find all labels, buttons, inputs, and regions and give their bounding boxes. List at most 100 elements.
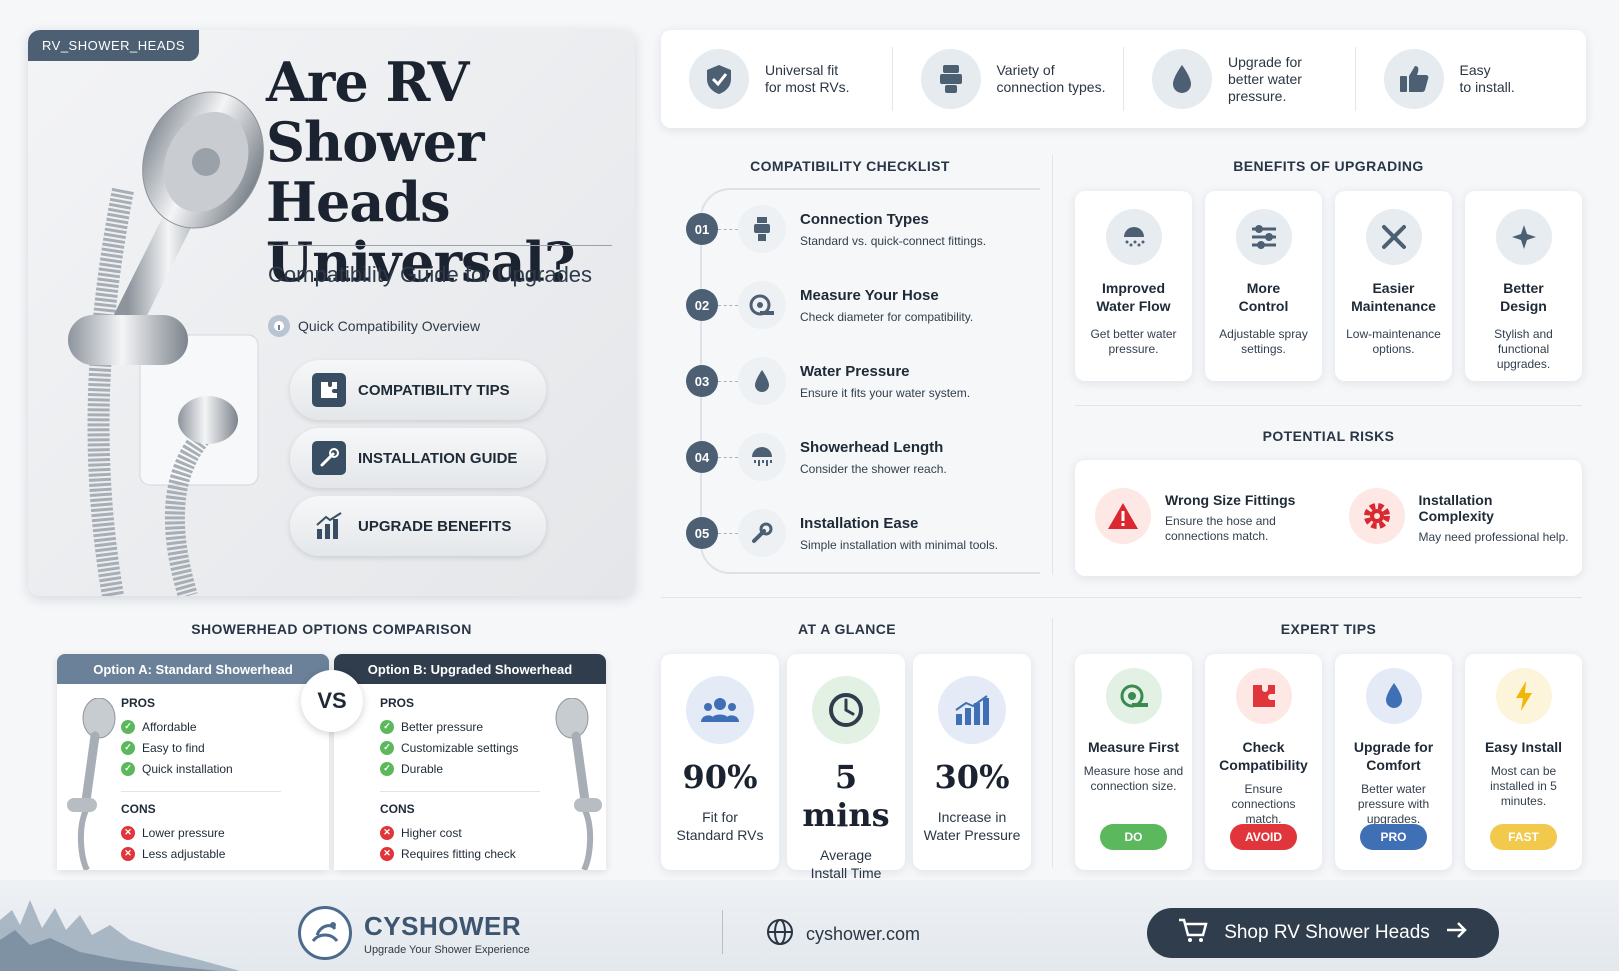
clock-icon [812, 676, 880, 744]
puzzle-icon [1235, 668, 1292, 724]
step-desc: Simple installation with minimal tools. [800, 537, 999, 552]
x-icon: ✕ [121, 846, 135, 861]
risk-title: Wrong Size Fittings [1165, 492, 1296, 508]
gear-icon [1348, 488, 1405, 544]
feature-text: to install. [1459, 79, 1515, 95]
option-a-header: Option A: Standard Showerhead [57, 654, 329, 684]
pro-item: Durable [401, 761, 444, 776]
feature-connection-types: Variety of connection types. [893, 47, 1124, 111]
footer-divider [722, 910, 723, 954]
overview-label: Quick Compatibility Overview [298, 318, 481, 334]
benefits-title: BENEFITS OF UPGRADING [1233, 158, 1424, 174]
website-link[interactable]: cyshower.com [766, 918, 920, 951]
feature-water-pressure: Upgrade for better water pressure. [1124, 47, 1356, 111]
bar-chart-icon [938, 676, 1006, 744]
option-b-header: Option B: Upgraded Showerhead [334, 654, 606, 684]
tip-title: Measure First [1087, 739, 1180, 755]
pro-item: Easy to find [142, 740, 205, 755]
shop-button[interactable]: Shop RV Shower Heads [1147, 908, 1499, 958]
step-desc: Standard vs. quick-connect fittings. [800, 233, 987, 248]
pro-badge: PRO [1360, 824, 1427, 850]
risks-card: Wrong Size Fittings Ensure the hose and c… [1075, 460, 1582, 576]
risk-desc: Ensure the hose and connections match. [1165, 514, 1276, 543]
stat-value: 5 mins [802, 758, 890, 834]
risks-title: POTENTIAL RISKS [1262, 428, 1395, 444]
pro-item: Affordable [142, 719, 197, 734]
check-icon: ✓ [380, 761, 394, 776]
x-icon: ✕ [380, 825, 394, 840]
feature-text: Upgrade for [1228, 53, 1302, 70]
avoid-badge: AVOID [1230, 824, 1297, 850]
compatibility-tips-button[interactable]: COMPATIBILITY TIPS [290, 360, 546, 420]
tip-title: Upgrade for [1353, 739, 1434, 755]
step-number: 05 [686, 517, 718, 549]
benefit-title: More [1246, 280, 1281, 296]
benefit-desc: Low-maintenance options. [1346, 327, 1441, 356]
stat-label: Water Pressure [923, 827, 1021, 843]
con-item: Less adjustable [142, 846, 226, 861]
tip-title: Check [1242, 739, 1285, 755]
feature-text: pressure. [1228, 87, 1287, 104]
water-drop-icon [1365, 668, 1422, 724]
features-bar: Universal fit for most RVs. Variety of con… [661, 30, 1586, 128]
benefit-desc: Adjustable spray settings. [1219, 327, 1308, 356]
tip-desc: Ensure connections match. [1231, 782, 1296, 826]
cart-icon [1178, 917, 1208, 949]
button-label: COMPATIBILITY TIPS [358, 381, 510, 399]
feature-text: better water [1228, 70, 1302, 87]
installation-guide-button[interactable]: INSTALLATION GUIDE [290, 428, 546, 488]
users-icon [686, 676, 754, 744]
pro-item: Customizable settings [401, 740, 519, 755]
tools-icon [312, 441, 346, 475]
checklist-item: 01 Connection Types Standard vs. quick-co… [686, 199, 986, 259]
tip-card: Easy Install Most can be installed in 5 … [1465, 654, 1582, 870]
overview-link[interactable]: Quick Compatibility Overview [268, 315, 480, 337]
cons-label: CONS [121, 802, 156, 816]
tools-icon [1365, 209, 1422, 265]
section-divider [1075, 405, 1582, 406]
tip-title: Compatibility [1219, 757, 1308, 773]
benefit-title: Water Flow [1096, 298, 1171, 314]
info-icon [268, 315, 290, 337]
step-number: 02 [686, 289, 718, 321]
check-icon: ✓ [121, 740, 135, 755]
lightning-icon [1495, 668, 1552, 724]
x-icon: ✕ [380, 846, 394, 861]
tip-card: Check Compatibility Ensure connections ma… [1205, 654, 1322, 870]
button-label: UPGRADE BENEFITS [358, 517, 512, 535]
water-drop-icon [738, 357, 786, 405]
tip-title: Comfort [1366, 757, 1421, 773]
step-title: Measure Your Hose [800, 286, 939, 304]
comparison-title: SHOWERHEAD OPTIONS COMPARISON [191, 621, 472, 637]
upgrade-benefits-button[interactable]: UPGRADE BENEFITS [290, 496, 546, 556]
benefit-card: More Control Adjustable spray settings. [1205, 191, 1322, 381]
checklist-title: COMPATIBILITY CHECKLIST [750, 158, 950, 174]
con-item: Lower pressure [142, 825, 225, 840]
fast-badge: FAST [1490, 824, 1557, 850]
tip-title: Easy Install [1484, 739, 1563, 755]
benefit-card: Easier Maintenance Low-maintenance option… [1335, 191, 1452, 381]
arrow-right-icon [1446, 921, 1468, 945]
check-icon: ✓ [380, 719, 394, 734]
category-tag: RV_SHOWER_HEADS [28, 30, 200, 61]
step-title: Installation Ease [800, 514, 919, 532]
brand[interactable]: CYSHOWER Upgrade Your Shower Experience [298, 906, 530, 960]
benefit-title: Maintenance [1351, 298, 1436, 314]
benefit-title: Design [1500, 298, 1547, 314]
stat-value: 30% [934, 758, 1010, 796]
stat-label: Increase in [937, 809, 1007, 825]
risk-title: Installation Complexity [1418, 492, 1494, 524]
step-desc: Consider the shower reach. [800, 461, 947, 476]
showerhead-image [555, 698, 602, 870]
x-icon: ✕ [121, 825, 135, 840]
shield-check-icon [689, 49, 749, 109]
globe-icon [766, 918, 794, 951]
stat-label: Fit for [702, 809, 738, 825]
puzzle-icon [312, 373, 346, 407]
checklist-item: 04 Showerhead Length Consider the shower … [686, 427, 947, 487]
risk-desc: May need professional help. [1418, 530, 1569, 544]
risk-item: Installation Complexity May need professi… [1329, 460, 1583, 576]
page-subtitle: Compatibility Guide for Upgrades [268, 262, 593, 287]
benefit-title: Easier [1372, 280, 1415, 296]
feature-universal-fit: Universal fit for most RVs. [661, 47, 893, 111]
